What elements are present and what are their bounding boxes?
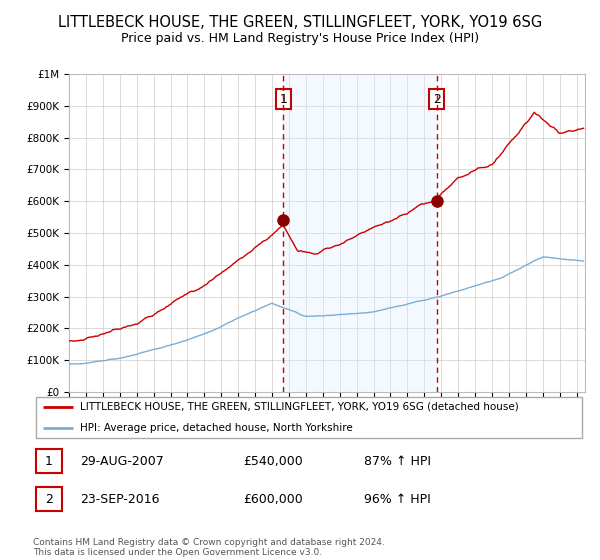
Text: HPI: Average price, detached house, North Yorkshire: HPI: Average price, detached house, Nort…	[80, 422, 353, 432]
Text: 2: 2	[45, 493, 53, 506]
Text: 23-SEP-2016: 23-SEP-2016	[80, 493, 160, 506]
Text: LITTLEBECK HOUSE, THE GREEN, STILLINGFLEET, YORK, YO19 6SG: LITTLEBECK HOUSE, THE GREEN, STILLINGFLE…	[58, 15, 542, 30]
Text: £600,000: £600,000	[243, 493, 302, 506]
FancyBboxPatch shape	[36, 487, 62, 511]
Text: 2: 2	[433, 93, 440, 106]
FancyBboxPatch shape	[36, 449, 62, 473]
Text: 1: 1	[45, 455, 53, 468]
FancyBboxPatch shape	[36, 396, 582, 438]
Text: Price paid vs. HM Land Registry's House Price Index (HPI): Price paid vs. HM Land Registry's House …	[121, 31, 479, 45]
Text: 87% ↑ HPI: 87% ↑ HPI	[364, 455, 431, 468]
Bar	[283, 74, 437, 392]
Text: £540,000: £540,000	[243, 455, 302, 468]
Text: 29-AUG-2007: 29-AUG-2007	[80, 455, 164, 468]
Text: LITTLEBECK HOUSE, THE GREEN, STILLINGFLEET, YORK, YO19 6SG (detached house): LITTLEBECK HOUSE, THE GREEN, STILLINGFLE…	[80, 402, 518, 412]
Text: 1: 1	[279, 93, 287, 106]
Text: 96% ↑ HPI: 96% ↑ HPI	[364, 493, 431, 506]
Text: Contains HM Land Registry data © Crown copyright and database right 2024.
This d: Contains HM Land Registry data © Crown c…	[33, 538, 385, 557]
